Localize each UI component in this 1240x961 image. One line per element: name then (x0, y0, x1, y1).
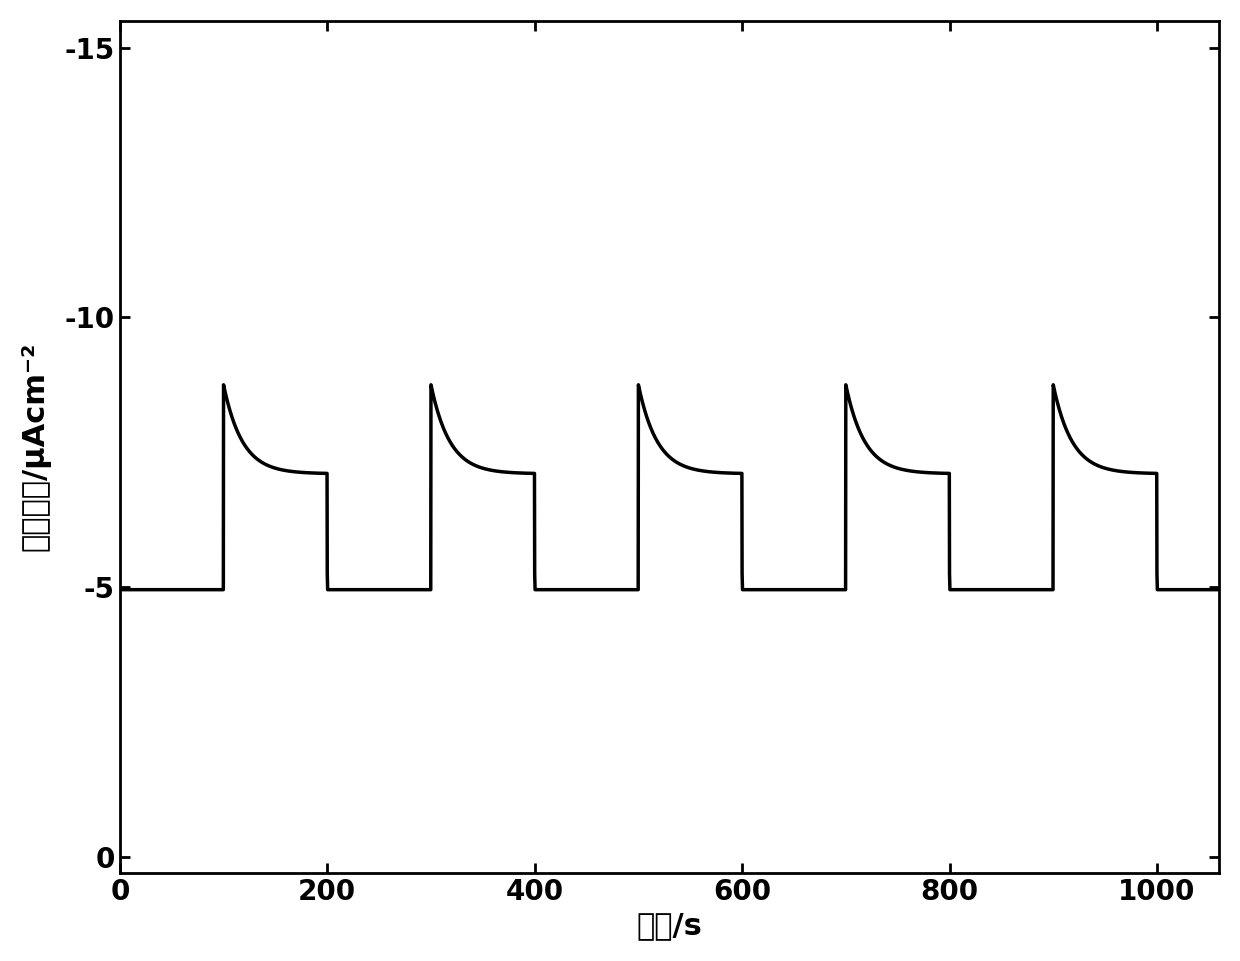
Y-axis label: 电流密度/μAcm⁻²: 电流密度/μAcm⁻² (21, 342, 51, 552)
X-axis label: 时间/s: 时间/s (636, 911, 702, 940)
